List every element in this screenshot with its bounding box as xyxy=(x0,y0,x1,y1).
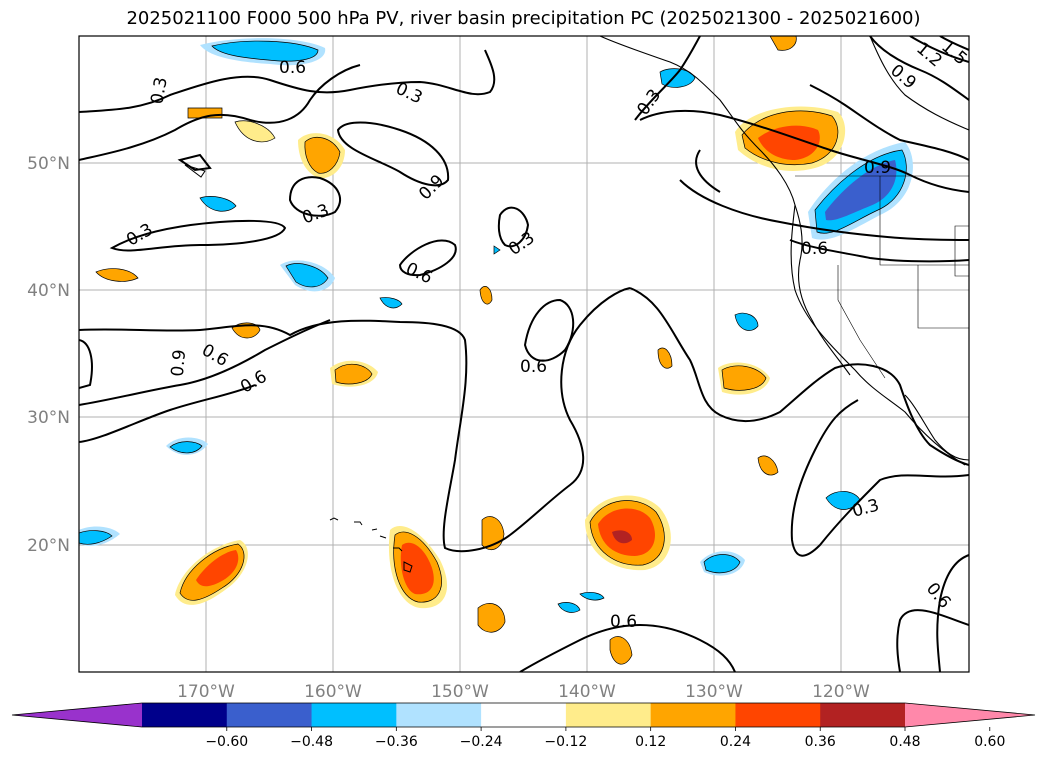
lat-tick-label: 50°N xyxy=(27,154,70,174)
colorbar-swatch xyxy=(565,703,652,727)
contour-label: 0.6 xyxy=(610,612,637,632)
colorbar-swatch xyxy=(311,703,397,727)
colorbar-tick-label: 0.12 xyxy=(635,734,666,750)
lat-tick-label: 20°N xyxy=(27,536,70,556)
contour-label: 0.6 xyxy=(520,357,547,377)
contour-label: 0.3 xyxy=(147,76,171,106)
colorbar-tick-label: −0.12 xyxy=(544,734,587,750)
colorbar-extend-max xyxy=(905,703,1035,727)
colorbar-outline xyxy=(11,702,1036,728)
colorbar-tick-label: 0.60 xyxy=(974,734,1005,750)
lon-tick-label: 160°W xyxy=(304,682,362,702)
colorbar-swatch xyxy=(226,703,313,727)
islands xyxy=(184,164,413,573)
colorbar-tick-label: −0.24 xyxy=(460,734,503,750)
lat-tick-label: 30°N xyxy=(27,408,70,428)
contour-label: 0.6 xyxy=(801,239,828,259)
lat-tick-labels: 20°N 30°N 40°N 50°N xyxy=(27,154,70,556)
chart-title: 2025021100 F000 500 hPa PV, river basin … xyxy=(126,8,921,29)
lon-tick-label: 150°W xyxy=(431,682,489,702)
colorbar-swatch xyxy=(650,703,736,727)
lat-tick-label: 40°N xyxy=(27,281,70,301)
colorbar-tick-label: −0.60 xyxy=(205,734,248,750)
colorbar-tick-label: 0.48 xyxy=(889,734,920,750)
lon-tick-label: 170°W xyxy=(177,682,235,702)
precip-shading xyxy=(79,36,913,665)
lon-tick-label: 130°W xyxy=(685,682,743,702)
contour-label: 0.9 xyxy=(864,158,891,178)
borders xyxy=(795,175,969,379)
colorbar-extend-min xyxy=(12,703,142,727)
contour-label: 0.6 xyxy=(279,58,306,78)
colorbar-swatch xyxy=(396,703,482,727)
colorbar-swatch xyxy=(820,703,906,727)
colorbar-tick-label: −0.48 xyxy=(290,734,333,750)
colorbar-swatch xyxy=(735,703,821,727)
pv-contours xyxy=(79,36,969,672)
lon-tick-label: 120°W xyxy=(812,682,870,702)
coastlines xyxy=(599,36,969,466)
colorbar-tick-label: 0.36 xyxy=(805,734,836,750)
colorbar-tick-label: −0.36 xyxy=(375,734,418,750)
colorbar-tick-label: 0.24 xyxy=(720,734,751,750)
colorbar-swatch xyxy=(481,703,567,727)
lon-tick-label: 140°W xyxy=(558,682,616,702)
colorbar: −0.60 −0.48 −0.36 −0.24 −0.12 0.12 0.24 0.36 0.4… xyxy=(11,702,1036,750)
map-frame xyxy=(78,35,970,673)
lon-tick-labels: 170°W 160°W 150°W 140°W 130°W 120°W xyxy=(177,682,870,702)
colorbar-swatch xyxy=(142,703,228,727)
contour-label: 0.9 xyxy=(168,349,190,378)
